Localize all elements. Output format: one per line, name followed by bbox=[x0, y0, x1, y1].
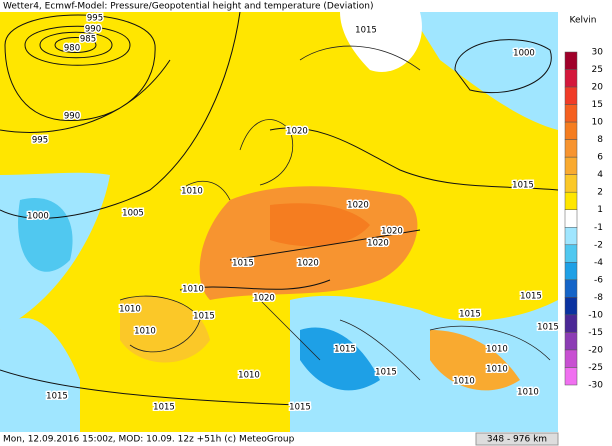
colorbar-segment bbox=[564, 209, 578, 228]
isobar-label: 1015 bbox=[355, 26, 377, 36]
isobar-label: 1020 bbox=[381, 227, 403, 237]
colorbar: 30 25 20 15 10 8 6 4 2 1 -1 -2 -4 -6 -8 -10 -15 -20 -25 -30 bbox=[564, 48, 604, 391]
colorbar-segment bbox=[564, 139, 578, 158]
title-bar bbox=[0, 0, 612, 12]
isobar-label: 1010 bbox=[453, 377, 475, 387]
isobar-label: 990 bbox=[85, 25, 101, 35]
field-med bbox=[290, 295, 558, 432]
colorbar-segment bbox=[564, 69, 578, 88]
isobar-label: 1015 bbox=[512, 181, 534, 191]
field-iberia bbox=[120, 296, 210, 363]
colorbar-label: -20 bbox=[588, 345, 603, 355]
field-scandinavia bbox=[340, 12, 422, 72]
colorbar-segment bbox=[564, 51, 578, 70]
field-atlantic-cold bbox=[18, 198, 73, 272]
colorbar-label: 25 bbox=[592, 65, 603, 75]
colorbar-label: 1 bbox=[597, 205, 603, 215]
footer-text: Mon, 12.09.2016 15:00z, MOD: 10.09. 12z … bbox=[3, 435, 295, 445]
isobar-label: 1010 bbox=[134, 327, 156, 337]
footer-bar bbox=[0, 432, 612, 446]
field-central-hot bbox=[270, 203, 370, 247]
isobar-label: 1015 bbox=[232, 259, 254, 269]
isobar-label: 1015 bbox=[537, 323, 559, 333]
colorbar-segment bbox=[564, 297, 578, 316]
colorbar-label: 8 bbox=[597, 135, 603, 145]
isobar-label: 1020 bbox=[367, 239, 389, 249]
field-ne bbox=[410, 12, 558, 130]
isobar-label: 1010 bbox=[486, 345, 508, 355]
isobar-label: 1010 bbox=[182, 285, 204, 295]
map bbox=[0, 11, 559, 432]
colorbar-segment bbox=[564, 174, 578, 193]
isobar-label: 1005 bbox=[122, 209, 144, 219]
isobar-label: 1015 bbox=[289, 403, 311, 413]
isobars bbox=[0, 11, 559, 406]
colorbar-label: 20 bbox=[592, 83, 604, 93]
colorbar-label: 15 bbox=[592, 100, 603, 110]
colorbar-segment bbox=[564, 332, 578, 351]
colorbar-segment bbox=[564, 156, 578, 175]
scale-box bbox=[475, 432, 559, 446]
colorbar-label: -8 bbox=[594, 293, 603, 303]
colorbar-segment bbox=[564, 262, 578, 281]
colorbar-segment bbox=[564, 191, 578, 210]
legend-title: Kelvin bbox=[569, 16, 596, 26]
colorbar-segment bbox=[564, 121, 578, 140]
isobar-label: 1010 bbox=[238, 371, 260, 381]
title: Wetter4, Ecmwf-Model: Pressure/Geopotent… bbox=[3, 2, 373, 12]
field-balkans-cold bbox=[300, 327, 380, 391]
colorbar-label: 6 bbox=[597, 153, 603, 163]
field-africa bbox=[100, 375, 290, 432]
colorbar-segment bbox=[564, 227, 578, 246]
colorbar-segment bbox=[564, 314, 578, 333]
isobar-label: 1010 bbox=[119, 305, 141, 315]
isobar-label: 1015 bbox=[153, 403, 175, 413]
colorbar-label: -4 bbox=[594, 258, 603, 268]
colorbar-label: -6 bbox=[594, 275, 603, 285]
scale-text: 348 - 976 km bbox=[487, 435, 547, 445]
coastlines bbox=[119, 45, 551, 381]
colorbar-segment bbox=[564, 279, 578, 298]
isobar-label: 980 bbox=[64, 44, 80, 54]
isobar-label: 990 bbox=[64, 112, 80, 122]
field-n-atlantic bbox=[0, 12, 150, 175]
colorbar-label: -1 bbox=[594, 223, 603, 233]
colorbar-label: 10 bbox=[592, 118, 604, 128]
colorbar-label: 4 bbox=[597, 170, 603, 180]
colorbar-segment bbox=[564, 367, 578, 386]
isobar-label: 1020 bbox=[297, 259, 319, 269]
isobar-label: 1015 bbox=[334, 345, 356, 355]
isobar-label: 995 bbox=[87, 14, 103, 24]
isobar-label: 1020 bbox=[347, 201, 369, 211]
isobar-label: 1015 bbox=[520, 292, 542, 302]
isobar-label: 1010 bbox=[517, 388, 539, 398]
isobar-label: 1000 bbox=[513, 49, 535, 59]
colorbar-label: -2 bbox=[594, 240, 603, 250]
isobar-label: 1000 bbox=[27, 212, 49, 222]
field-turkey bbox=[430, 330, 520, 391]
isobar-label: 1015 bbox=[46, 392, 68, 402]
colorbar-segment bbox=[564, 244, 578, 263]
colorbar-label: -10 bbox=[588, 310, 603, 320]
isobar-label: 1015 bbox=[459, 310, 481, 320]
isobar-label: 1010 bbox=[181, 187, 203, 197]
colorbar-label: -15 bbox=[588, 328, 603, 338]
colorbar-segment bbox=[564, 349, 578, 368]
colorbar-segment bbox=[564, 104, 578, 123]
colorbar-label: -25 bbox=[588, 363, 603, 373]
isobar-label: 1020 bbox=[253, 294, 275, 304]
colorbar-segment bbox=[564, 86, 578, 105]
isobar-label: 1015 bbox=[375, 368, 397, 378]
field-sw bbox=[0, 318, 80, 432]
colorbar-label: 2 bbox=[597, 188, 603, 198]
isobar-label: 995 bbox=[32, 136, 48, 146]
colorbar-label: 30 bbox=[592, 48, 604, 58]
isobar-label: 1015 bbox=[193, 312, 215, 322]
isobar-label: 985 bbox=[80, 35, 96, 45]
isobar-label: 1020 bbox=[286, 127, 308, 137]
colorbar-label: -30 bbox=[588, 381, 603, 391]
isobar-label: 1010 bbox=[486, 365, 508, 375]
